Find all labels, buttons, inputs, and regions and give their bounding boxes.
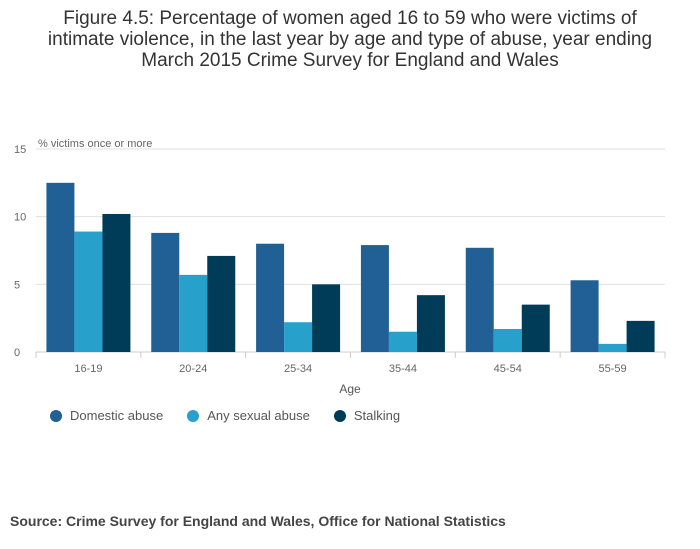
x-tick-label: 25-34	[284, 363, 312, 375]
legend: Domestic abuse Any sexual abuse Stalking	[50, 408, 400, 423]
bar-chart: 0 5 10 15 % victims once or more 16-19 20-24 25…	[14, 138, 666, 396]
legend-swatch-any-sexual-abuse	[187, 409, 200, 422]
bar-any-sexual-abuse-20-24	[179, 274, 208, 352]
bar-domestic-abuse-25-34	[256, 243, 285, 352]
bar-domestic-abuse-16-19	[46, 182, 75, 352]
source-note: Source: Crime Survey for England and Wal…	[10, 513, 506, 529]
bar-domestic-abuse-35-44	[360, 245, 389, 352]
chart-title-line-2: intimate violence, in the last year by a…	[47, 29, 653, 50]
legend-label-domestic-abuse: Domestic abuse	[70, 408, 164, 423]
bar-stalking-35-44	[416, 295, 445, 352]
chart-title: Figure 4.5: Percentage of women aged 16 …	[20, 8, 680, 71]
legend-label-any-sexual-abuse: Any sexual abuse	[207, 408, 310, 423]
bar-any-sexual-abuse-45-54	[493, 328, 522, 352]
bar-stalking-25-34	[312, 284, 341, 352]
x-tick-label: 16-19	[74, 363, 102, 375]
bar-any-sexual-abuse-16-19	[74, 231, 103, 352]
legend-label-stalking: Stalking	[353, 408, 401, 423]
legend-swatch-stalking	[333, 409, 346, 422]
bar-any-sexual-abuse-25-34	[284, 322, 313, 352]
bar-any-sexual-abuse-55-59	[598, 343, 627, 352]
x-tick-label: 55-59	[599, 363, 627, 375]
legend-item-any-sexual-abuse[interactable]: Any sexual abuse	[187, 408, 310, 423]
bar-domestic-abuse-20-24	[151, 232, 180, 352]
bar-stalking-45-54	[521, 304, 550, 352]
y-tick-label: 5	[14, 279, 20, 291]
chart-title-line-3: March 2015 Crime Survey for England and …	[141, 50, 559, 71]
legend-item-domestic-abuse[interactable]: Domestic abuse	[50, 408, 163, 423]
x-tick-label: 35-44	[389, 363, 417, 375]
bar-any-sexual-abuse-35-44	[388, 331, 417, 352]
x-tick-label: 20-24	[179, 363, 207, 375]
chart-title-line-1: Figure 4.5: Percentage of women aged 16 …	[63, 8, 637, 29]
bar-domestic-abuse-45-54	[465, 247, 494, 352]
legend-swatch-domestic-abuse	[50, 409, 62, 422]
bar-stalking-55-59	[626, 320, 655, 352]
y-tick-label: 0	[14, 347, 20, 359]
y-axis-label: % victims once or more	[38, 138, 152, 150]
bar-domestic-abuse-55-59	[570, 280, 599, 352]
y-tick-label: 10	[14, 212, 26, 224]
x-axis-label: Age	[339, 382, 361, 396]
y-tick-label: 15	[14, 144, 26, 156]
x-tick-label: 45-54	[494, 363, 522, 375]
legend-item-stalking[interactable]: Stalking	[333, 408, 401, 423]
bar-stalking-16-19	[102, 213, 131, 352]
bar-stalking-20-24	[207, 255, 236, 352]
